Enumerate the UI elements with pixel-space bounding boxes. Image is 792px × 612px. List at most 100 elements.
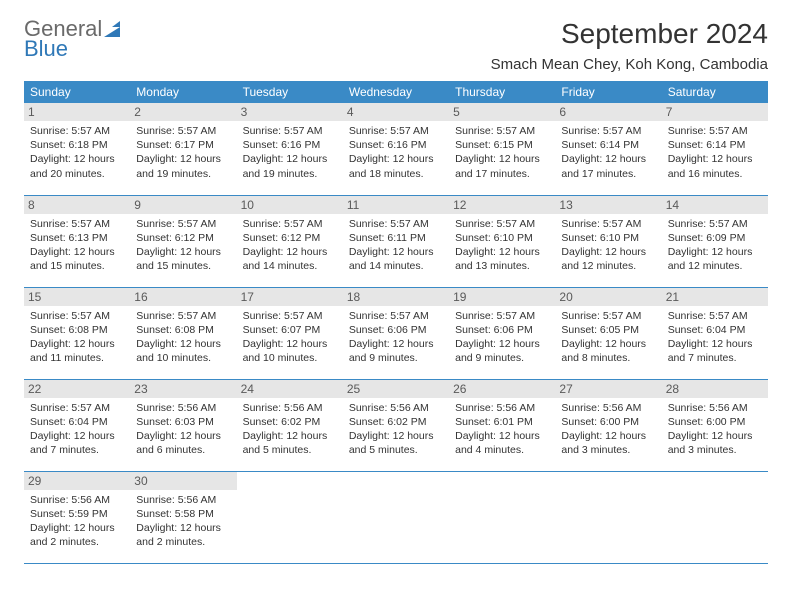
sunrise-line: Sunrise: 5:57 AM (561, 125, 641, 137)
day-number: 1 (24, 103, 130, 121)
calendar-week-row: 22Sunrise: 5:57 AMSunset: 6:04 PMDayligh… (24, 379, 768, 471)
sunrise-line: Sunrise: 5:57 AM (668, 310, 748, 322)
calendar-day-cell: 23 Sunrise: 5:56 AMSunset: 6:03 PMDayligh… (130, 379, 236, 471)
sunset-line: Sunset: 6:10 PM (561, 232, 639, 244)
weekday-header: Thursday (449, 81, 555, 103)
day-details: Sunrise: 5:56 AMSunset: 6:03 PMDaylight:… (136, 401, 230, 458)
sunrise-line: Sunrise: 5:57 AM (349, 218, 429, 230)
weekday-header: Saturday (662, 81, 768, 103)
sunset-line: Sunset: 6:07 PM (243, 324, 321, 336)
logo-mark-icon (104, 21, 126, 37)
sunset-line: Sunset: 6:16 PM (349, 139, 427, 151)
sunset-line: Sunset: 6:18 PM (30, 139, 108, 151)
sunset-line: Sunset: 6:12 PM (243, 232, 321, 244)
day-number: 21 (662, 288, 768, 306)
day-number: 23 (130, 380, 236, 398)
daylight-line: Daylight: 12 hours and 10 minutes. (243, 338, 328, 364)
day-details: Sunrise: 5:56 AMSunset: 5:59 PMDaylight:… (30, 493, 124, 550)
daylight-line: Daylight: 12 hours and 5 minutes. (349, 430, 434, 456)
weekday-header: Wednesday (343, 81, 449, 103)
sunset-line: Sunset: 6:04 PM (668, 324, 746, 336)
sunrise-line: Sunrise: 5:56 AM (30, 494, 110, 506)
calendar-day-cell: 28Sunrise: 5:56 AMSunset: 6:00 PMDayligh… (662, 379, 768, 471)
sunset-line: Sunset: 6:11 PM (349, 232, 426, 244)
calendar-day-cell: .. (343, 471, 449, 563)
day-details: Sunrise: 5:57 AMSunset: 6:13 PMDaylight:… (30, 217, 124, 274)
sunset-line: Sunset: 6:12 PM (136, 232, 214, 244)
calendar-day-cell: 4Sunrise: 5:57 AMSunset: 6:16 PMDaylight… (343, 103, 449, 195)
sunset-line: Sunset: 6:09 PM (668, 232, 746, 244)
sunrise-line: Sunrise: 5:57 AM (243, 310, 323, 322)
calendar-body: 1 Sunrise: 5:57 AM Sunset: 6:18 PM Daylight… (24, 103, 768, 563)
day-number: 24 (237, 380, 343, 398)
daylight-line: Daylight: 12 hours and 6 minutes. (136, 430, 221, 456)
sunset-line: Sunset: 6:14 PM (668, 139, 746, 151)
calendar-header-row: SundayMondayTuesdayWednesdayThursdayFrid… (24, 81, 768, 103)
daylight-line: Daylight: 12 hours and 7 minutes. (668, 338, 753, 364)
day-number: 8 (24, 196, 130, 214)
calendar-day-cell: 5 Sunrise: 5:57 AMSunset: 6:15 PMDaylight… (449, 103, 555, 195)
calendar-day-cell: 27 Sunrise: 5:56 AMSunset: 6:00 PMDayligh… (555, 379, 661, 471)
calendar-day-cell: 21 Sunrise: 5:57 AM Sunset: 6:04 PM Dayligh… (662, 287, 768, 379)
sunrise-line: Sunrise: 5:57 AM (30, 125, 110, 137)
daylight-line: Daylight: 12 hours and 14 minutes. (349, 246, 434, 272)
day-details: Sunrise: 5:56 AMSunset: 6:00 PMDaylight:… (561, 401, 655, 458)
day-number: 10 (237, 196, 343, 214)
day-number: 5 (449, 103, 555, 121)
sunset-line: Sunset: 6:02 PM (349, 416, 427, 428)
daylight-line: Daylight: 12 hours and 3 minutes. (561, 430, 646, 456)
day-details: Sunrise: 5:57 AMSunset: 6:12 PMDaylight:… (136, 217, 230, 274)
day-details: Sunrise: 5:57 AM Sunset: 6:12 PM Daylight:… (243, 217, 337, 274)
daylight-line: Daylight: 12 hours and 3 minutes. (668, 430, 753, 456)
day-details: Sunrise: 5:57 AMSunset: 6:06 PMDaylight:… (455, 309, 549, 366)
day-number: 27 (555, 380, 661, 398)
daylight-line: Daylight: 12 hours and 15 minutes. (136, 246, 221, 272)
day-details: Sunrise: 5:57 AMSunset: 6:06 PMDaylight:… (349, 309, 443, 366)
calendar-day-cell: 29Sunrise: 5:56 AMSunset: 5:59 PMDayligh… (24, 471, 130, 563)
day-details: Sunrise: 5:57 AMSunset: 6:10 PMDaylight:… (561, 217, 655, 274)
sunrise-line: Sunrise: 5:57 AM (30, 310, 110, 322)
sunrise-line: Sunrise: 5:56 AM (455, 402, 535, 414)
calendar-day-cell: .. (662, 471, 768, 563)
calendar-day-cell: 10 Sunrise: 5:57 AM Sunset: 6:12 PM Dayligh… (237, 195, 343, 287)
day-details: Sunrise: 5:57 AMSunset: 6:08 PMDaylight:… (136, 309, 230, 366)
calendar-day-cell: 25Sunrise: 5:56 AMSunset: 6:02 PMDayligh… (343, 379, 449, 471)
daylight-line: Daylight: 12 hours and 16 minutes. (668, 153, 753, 179)
sunset-line: Sunset: 6:15 PM (455, 139, 533, 151)
daylight-line: Daylight: 12 hours and 9 minutes. (455, 338, 540, 364)
sunset-line: Sunset: 6:08 PM (136, 324, 214, 336)
day-number: 30 (130, 472, 236, 490)
calendar-day-cell: 15Sunrise: 5:57 AMSunset: 6:08 PMDayligh… (24, 287, 130, 379)
weekday-header: Monday (130, 81, 236, 103)
sunrise-line: Sunrise: 5:57 AM (243, 218, 323, 230)
location-subtitle: Smach Mean Chey, Koh Kong, Cambodia (491, 56, 768, 73)
sunset-line: Sunset: 6:06 PM (349, 324, 427, 336)
daylight-line: Daylight: 12 hours and 5 minutes. (243, 430, 328, 456)
weekday-header: Sunday (24, 81, 130, 103)
daylight-line: Daylight: 12 hours and 2 minutes. (30, 522, 115, 548)
sunset-line: Sunset: 6:04 PM (30, 416, 108, 428)
day-details: Sunrise: 5:57 AMSunset: 6:15 PMDaylight:… (455, 124, 549, 181)
sunset-line: Sunset: 6:00 PM (668, 416, 746, 428)
calendar-page: General Blue September 2024 Smach Mean C… (0, 0, 792, 612)
daylight-line: Daylight: 12 hours and 8 minutes. (561, 338, 646, 364)
sunrise-line: Sunrise: 5:57 AM (668, 125, 748, 137)
calendar-day-cell: .. (237, 471, 343, 563)
daylight-line: Daylight: 12 hours and 20 minutes. (30, 153, 115, 179)
daylight-line: Daylight: 12 hours and 14 minutes. (243, 246, 328, 272)
sunset-line: Sunset: 5:58 PM (136, 508, 214, 520)
sunset-line: Sunset: 6:05 PM (561, 324, 639, 336)
calendar-day-cell: 18Sunrise: 5:57 AMSunset: 6:06 PMDayligh… (343, 287, 449, 379)
sunrise-line: Sunrise: 5:56 AM (243, 402, 323, 414)
sunset-line: Sunset: 6:13 PM (30, 232, 108, 244)
daylight-line: Daylight: 12 hours and 15 minutes. (30, 246, 115, 272)
sunrise-line: Sunrise: 5:57 AM (30, 402, 110, 414)
day-details: Sunrise: 5:56 AMSunset: 6:01 PMDaylight:… (455, 401, 549, 458)
sunset-line: Sunset: 6:01 PM (455, 416, 533, 428)
day-details: Sunrise: 5:57 AMSunset: 6:08 PMDaylight:… (30, 309, 124, 366)
calendar-day-cell: 3Sunrise: 5:57 AMSunset: 6:16 PMDaylight… (237, 103, 343, 195)
calendar-table: SundayMondayTuesdayWednesdayThursdayFrid… (24, 81, 768, 564)
day-details: Sunrise: 5:57 AM Sunset: 6:14 PM Daylight:… (668, 124, 762, 181)
day-details: Sunrise: 5:57 AMSunset: 6:09 PMDaylight:… (668, 217, 762, 274)
sunset-line: Sunset: 6:10 PM (455, 232, 533, 244)
